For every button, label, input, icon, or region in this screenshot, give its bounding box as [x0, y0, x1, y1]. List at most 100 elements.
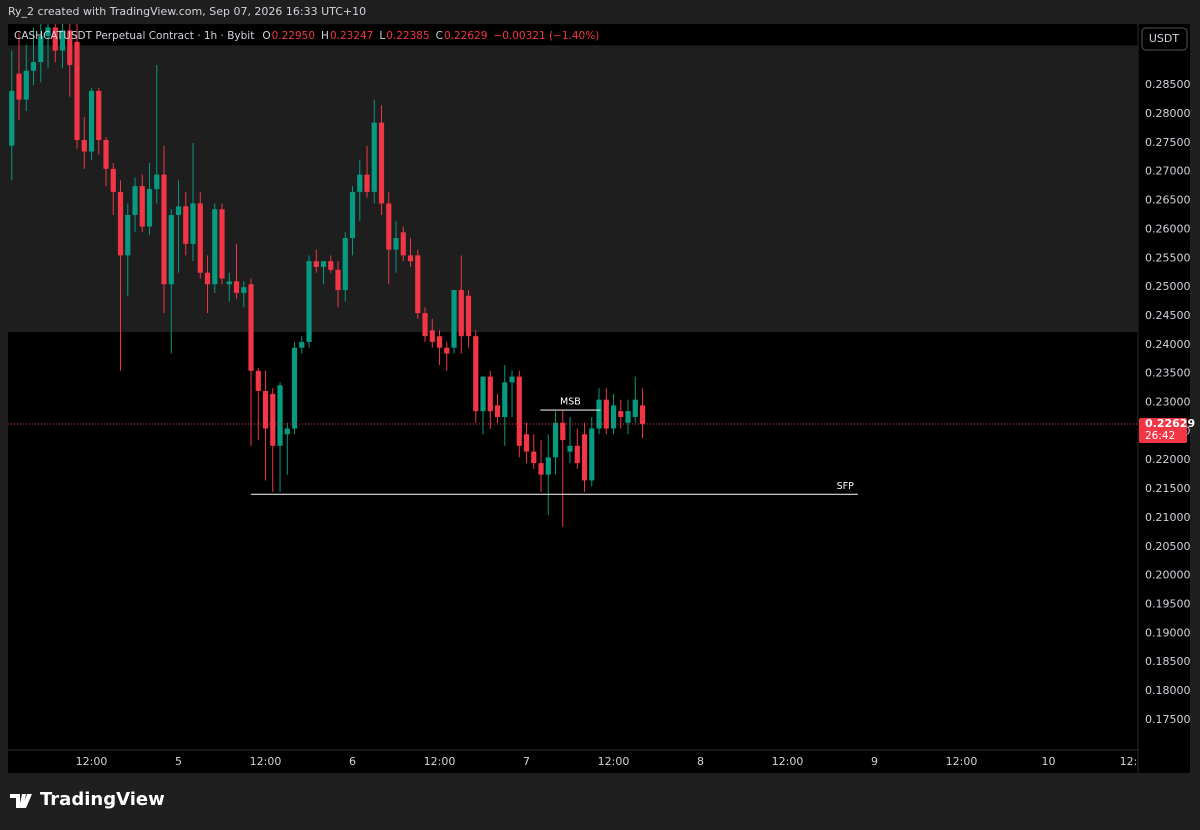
candle-body [458, 290, 464, 337]
x-tick-label: 12:00 [772, 755, 804, 768]
candle-body [248, 284, 254, 371]
y-tick-label: 0.21000 [1145, 511, 1191, 524]
candle-body [364, 174, 370, 192]
candle-body [509, 376, 515, 383]
candle-body [415, 255, 421, 314]
candle-body [523, 434, 530, 452]
candle-body [371, 122, 377, 192]
candle-body [291, 347, 298, 429]
candle-body [277, 385, 283, 446]
candle-body [342, 238, 348, 291]
candle-body [154, 174, 160, 190]
annotation-label: SFP [837, 481, 854, 492]
candle-body [96, 90, 102, 140]
candle-body [175, 206, 182, 216]
candle-body [335, 269, 341, 291]
axes: 0.17500 0.18000 0.18500 0.19000 0.19500 0.200… [76, 78, 1195, 768]
x-tick-label: 9 [871, 755, 878, 768]
candle-body [132, 186, 138, 216]
candle-body [67, 30, 73, 65]
candle-body [23, 70, 29, 100]
zone [8, 45, 1138, 333]
y-tick-label: 0.23500 [1145, 367, 1191, 380]
candle-body [429, 330, 435, 342]
candle-body [480, 376, 486, 412]
candle-body [313, 261, 319, 267]
candle-body [422, 313, 428, 337]
candle-body [596, 399, 602, 429]
y-tick-label: 0.23000 [1145, 396, 1191, 409]
x-tick-label: 5 [175, 755, 182, 768]
candle-body [74, 41, 80, 140]
candle-body [81, 139, 87, 152]
candle-body [146, 189, 153, 227]
x-tick-label: 7 [523, 755, 530, 768]
candle-body [117, 191, 124, 256]
x-tick-label: 6 [349, 755, 356, 768]
candle-body [88, 90, 95, 152]
y-tick-label: 0.19000 [1145, 626, 1191, 639]
candle-body [168, 215, 174, 285]
legend-key: C [436, 30, 443, 42]
candle-body [125, 215, 131, 256]
candle-body [567, 445, 573, 452]
candle-body [190, 203, 196, 244]
y-tick-label: 0.20500 [1145, 540, 1191, 553]
candle-body [465, 295, 472, 337]
candle-body [618, 411, 624, 417]
last-price-box [1139, 417, 1187, 443]
candle-body [9, 90, 15, 146]
x-axis: 12:00 5 12:00 6 12:00 7 12:00 8 12:00 9 12:00 10 12:… [76, 755, 1138, 768]
y-tick-label: 0.27000 [1145, 165, 1191, 178]
candle-body [197, 203, 203, 273]
legend-symbol: CASHCATUSDT Perpetual Contract · 1h · By… [14, 30, 254, 42]
y-tick-label: 0.19500 [1145, 598, 1191, 611]
candle-body [299, 341, 305, 348]
candle-body [219, 209, 225, 279]
candle-body [451, 290, 457, 348]
candle-body [262, 390, 269, 429]
candle-body [632, 399, 638, 417]
x-tick-label: 12:00 [598, 755, 630, 768]
legend-key: L [379, 30, 385, 42]
candle-body [204, 272, 211, 285]
candle-body [378, 122, 385, 204]
currency-button[interactable] [1141, 27, 1188, 51]
candle-body [400, 232, 406, 256]
brand: TradingView [40, 789, 165, 810]
candle-body [59, 30, 66, 51]
candle-body [444, 347, 450, 354]
plot: SFP MSB [8, 24, 1138, 527]
header: Ry_2 created with TradingView.com, Sep 0… [8, 5, 366, 18]
x-tick-label: 10 [1042, 755, 1056, 768]
y-tick-label: 0.26000 [1145, 222, 1191, 235]
y-tick-label: 0.28000 [1145, 107, 1191, 120]
y-tick-label: 0.21500 [1145, 482, 1191, 495]
candle-body [349, 191, 356, 239]
currency[interactable]: USDT [1149, 32, 1180, 45]
candle-body [545, 457, 551, 475]
candle-body [16, 73, 22, 100]
candle-body [284, 428, 290, 435]
x-tick-label: 12:00 [250, 755, 282, 768]
candle-body [45, 27, 51, 37]
candle-body [581, 434, 588, 481]
candle-body [212, 209, 218, 285]
candle-body [625, 411, 631, 423]
candle-body [560, 422, 566, 441]
y-tick-label: 0.27500 [1145, 136, 1191, 149]
candle-body [393, 238, 399, 250]
candle-body [487, 376, 493, 412]
y-tick-label: 0.18000 [1145, 684, 1191, 697]
candle-body [407, 255, 414, 262]
legend: CASHCATUSDT Perpetual Contract · 1h · By… [14, 30, 599, 42]
legend-value: 0.22385 [386, 30, 429, 42]
y-tick-label: 0.24500 [1145, 309, 1191, 322]
candle-body [233, 281, 240, 293]
candle-body [386, 203, 392, 250]
legend-value: 0.22629 [444, 30, 487, 42]
candle-body [328, 261, 334, 270]
x-tick-label: 12:00 [946, 755, 978, 768]
legend-change: −0.00321 (−1.40%) [493, 30, 599, 42]
